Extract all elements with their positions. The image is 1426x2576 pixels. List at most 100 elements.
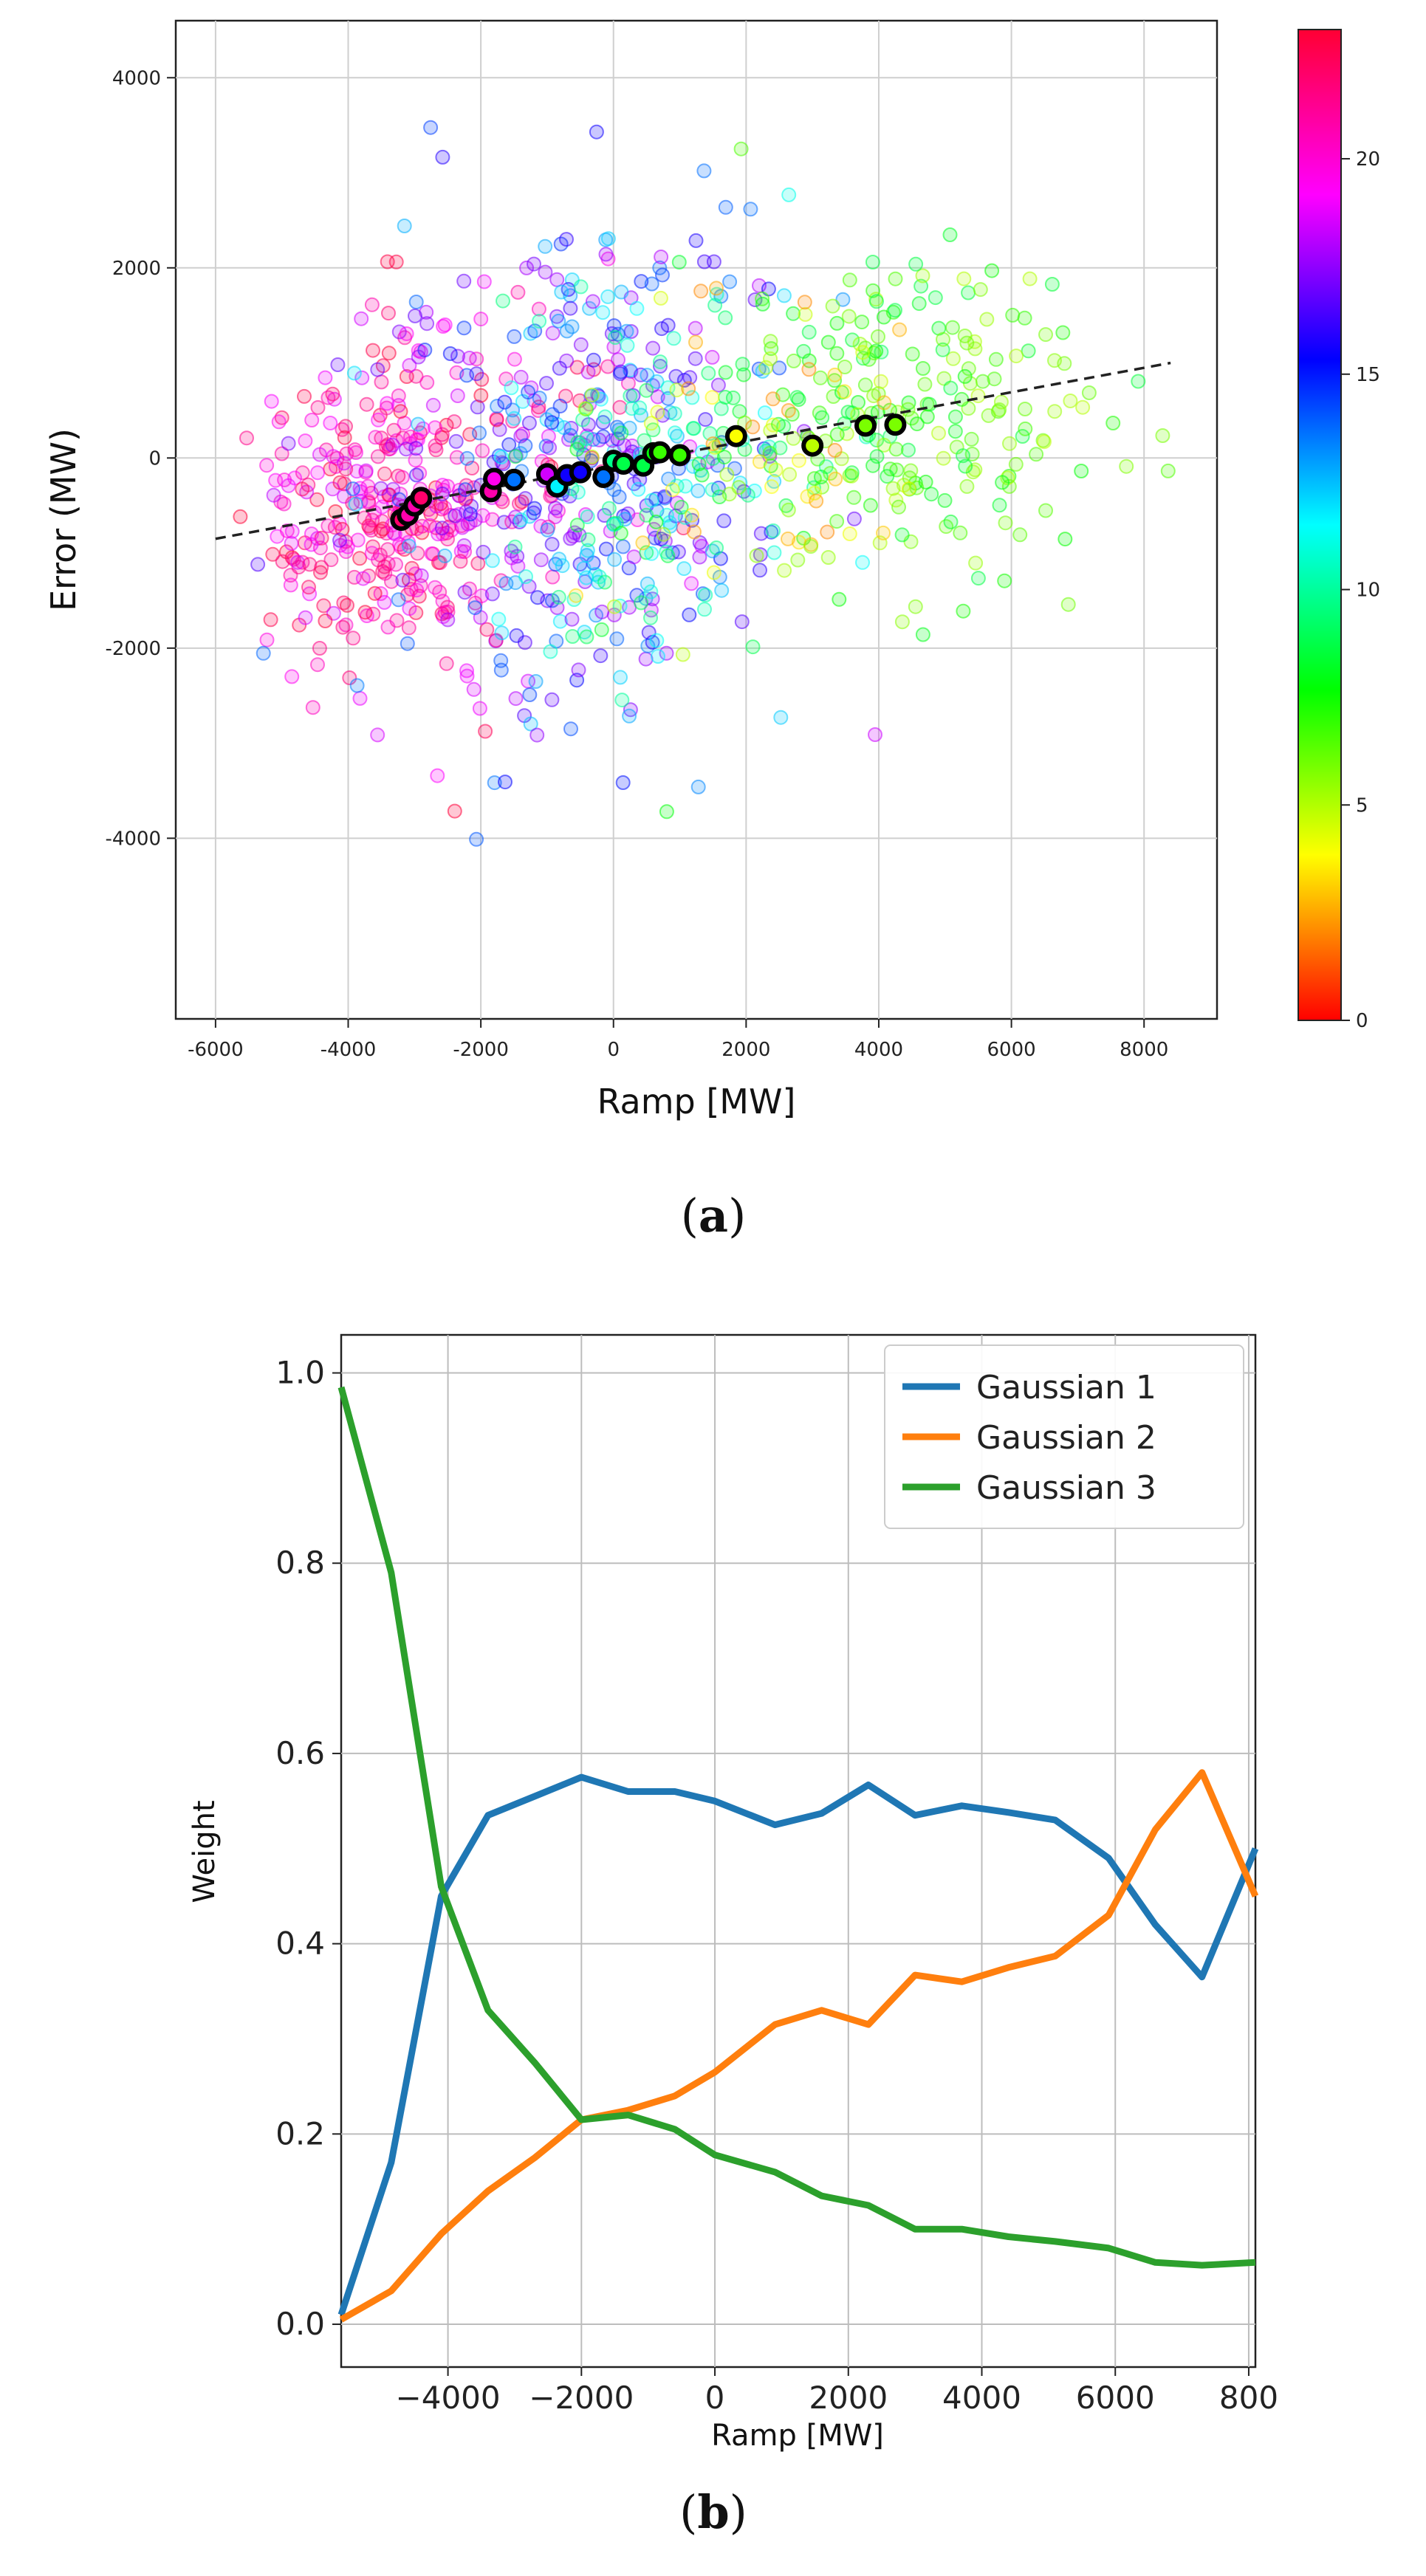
x-tick-label: −2000 (529, 2380, 634, 2416)
scatter-point (1047, 353, 1062, 368)
mean-marker (724, 425, 747, 447)
colorbar-gradient (1298, 29, 1342, 1021)
scatter-point (380, 254, 395, 269)
scatter-point (458, 482, 473, 498)
scatter-point (623, 388, 638, 404)
scatter-point (888, 442, 904, 457)
scatter-point (676, 561, 692, 577)
scatter-point (1022, 271, 1038, 286)
scatter-point (580, 532, 596, 547)
scatter-point (643, 602, 659, 618)
scatter-point (745, 419, 761, 435)
mean-marker (503, 468, 526, 491)
scatter-point (901, 442, 916, 458)
scatter-point (781, 531, 795, 546)
scatter-point (298, 610, 313, 625)
scatter-point (397, 219, 412, 233)
scatter-point (901, 481, 916, 497)
scatter-point (684, 576, 699, 591)
scatter-point (698, 412, 713, 427)
scatter-point (332, 532, 347, 548)
scatter-x-ticks: -6000 -4000 -2000 0 2000 4000 6000 8000 (188, 1019, 1168, 1061)
scatter-point (959, 335, 975, 351)
scatter-point (719, 467, 735, 482)
scatter-point (388, 557, 403, 572)
scatter-point (386, 422, 402, 438)
scatter-point (755, 291, 770, 306)
scatter-point (588, 567, 603, 582)
scatter-point (371, 412, 386, 427)
scatter-point (408, 368, 424, 384)
scatter-point (608, 330, 623, 345)
scatter-point (644, 492, 659, 508)
scatter-point (632, 400, 648, 416)
scatter-point (928, 290, 943, 306)
scatter-point (709, 281, 724, 296)
scatter-point (643, 416, 659, 431)
mean-marker (569, 461, 592, 484)
scatter-point (474, 371, 490, 387)
scatter-point (837, 360, 852, 374)
scatter-point (762, 445, 778, 461)
colorbar-tick-label: 0 (1356, 1010, 1368, 1032)
scatter-y-axis-label: Error (MW) (44, 428, 83, 611)
scatter-point (908, 256, 924, 272)
scatter-point (518, 438, 533, 453)
scatter-point (309, 492, 325, 507)
scatter-point (349, 678, 365, 693)
scatter-point (543, 644, 558, 659)
scatter-point (767, 545, 782, 560)
scatter-point (678, 478, 693, 494)
scatter-point (753, 563, 767, 578)
scatter-point (651, 649, 665, 664)
scatter-point (544, 692, 560, 707)
scatter-point (660, 391, 676, 406)
scatter-point (1002, 436, 1017, 451)
scatter-point (336, 456, 352, 471)
scatter-point (865, 283, 881, 298)
scatter-point (259, 458, 275, 473)
scatter-point (304, 537, 319, 552)
scatter-point (266, 487, 281, 503)
scatter-point (915, 361, 930, 376)
scatter-point (263, 612, 278, 628)
scatter-point (813, 370, 828, 385)
scatter-point (544, 537, 560, 552)
scatter-point (440, 612, 456, 628)
scatter-point (326, 449, 341, 464)
scatter-point (472, 425, 487, 441)
scatter-point (660, 380, 676, 396)
scatter-point (346, 365, 362, 381)
scatter-point (373, 481, 388, 496)
scatter-point (763, 351, 778, 366)
scatter-point (346, 631, 361, 646)
scatter-point (400, 636, 415, 651)
scatter-point (338, 419, 353, 434)
scatter-point (570, 484, 586, 500)
scatter-point (908, 599, 923, 614)
scatter-point (597, 574, 612, 590)
scatter-point (656, 526, 671, 542)
scatter-point (968, 555, 984, 571)
scatter-point (354, 311, 369, 326)
scatter-point (701, 365, 716, 381)
scatter-point (459, 663, 474, 679)
scatter-point (271, 414, 287, 430)
scatter-point (466, 681, 481, 697)
scatter-point (752, 454, 767, 470)
scatter-point (563, 300, 578, 316)
scatter-point (611, 490, 627, 504)
scatter-grid (176, 21, 1217, 1019)
scatter-point (440, 604, 456, 619)
scatter-point (357, 605, 373, 620)
scatter-point (781, 187, 797, 202)
scatter-point (434, 427, 450, 442)
scatter-point (380, 542, 395, 557)
scatter-point (425, 397, 441, 413)
scatter-point (385, 437, 400, 453)
scatter-point (829, 427, 845, 442)
scatter-point (508, 691, 524, 707)
scatter-point (961, 361, 976, 377)
scatter-point (507, 411, 522, 426)
scatter-point (998, 515, 1013, 531)
